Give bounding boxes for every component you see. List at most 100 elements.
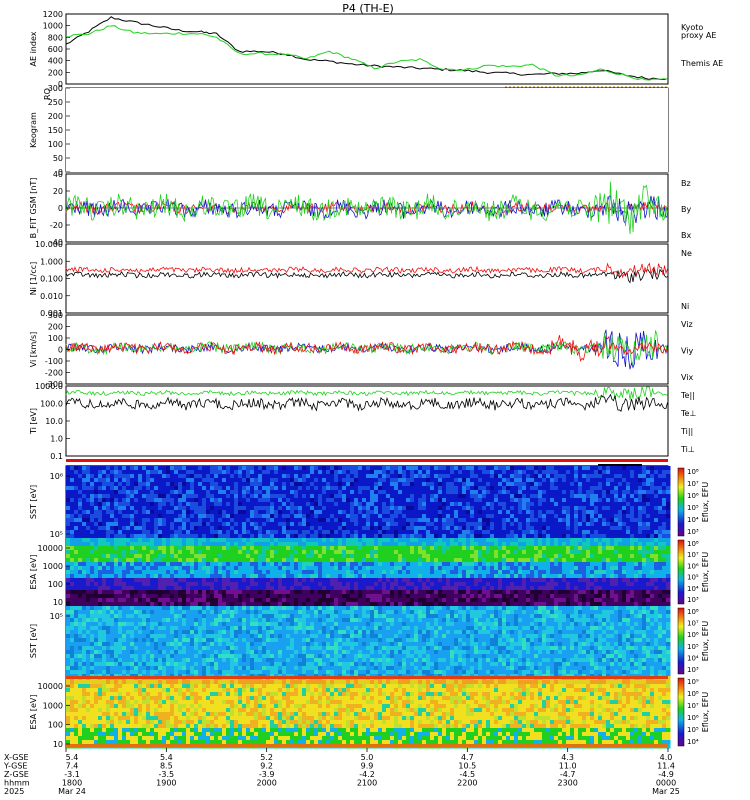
spectrogram-cell bbox=[242, 570, 247, 575]
spectrogram-cell bbox=[618, 490, 623, 495]
spectrogram-cell bbox=[482, 582, 487, 587]
spectrogram-cell bbox=[558, 486, 563, 491]
spectrogram-cell bbox=[562, 522, 567, 527]
spectrogram-cell bbox=[110, 466, 115, 471]
spectrogram-cell bbox=[306, 558, 311, 563]
spectrogram-cell bbox=[474, 598, 479, 603]
spectrogram-cell bbox=[270, 522, 275, 527]
spectrogram-cell bbox=[150, 530, 155, 535]
spectrogram-cell bbox=[570, 598, 575, 603]
spectrogram-cell bbox=[534, 558, 539, 563]
spectrogram-cell bbox=[466, 498, 471, 503]
spectrogram-cell bbox=[570, 538, 575, 543]
spectrogram-cell bbox=[474, 590, 479, 595]
spectrogram-cell bbox=[314, 542, 319, 547]
spectrogram-cell bbox=[170, 574, 175, 579]
spectrogram-cell bbox=[222, 590, 227, 595]
spectrogram-cell bbox=[254, 530, 259, 535]
spectrogram-cell bbox=[654, 486, 659, 491]
spectrogram-cell bbox=[402, 554, 407, 559]
spectrogram-cell bbox=[502, 566, 507, 571]
spectrogram-cell bbox=[550, 466, 555, 471]
spectrogram-cell bbox=[426, 602, 431, 607]
spectrogram-cell bbox=[422, 546, 427, 551]
spectrogram-cell bbox=[306, 578, 311, 583]
spectrogram-cell bbox=[526, 530, 531, 535]
spectrogram-cell bbox=[478, 566, 483, 571]
spectrogram-cell bbox=[518, 570, 523, 575]
spectrogram-cell bbox=[370, 590, 375, 595]
spectrogram-cell bbox=[226, 594, 231, 599]
spectrogram-cell bbox=[298, 562, 303, 567]
spectrogram-cell bbox=[626, 510, 631, 515]
spectrogram-cell bbox=[502, 574, 507, 579]
spectrogram-cell bbox=[198, 490, 203, 495]
spectrogram-cell bbox=[382, 502, 387, 507]
spectrogram-cell bbox=[98, 542, 103, 547]
spectrogram-cell bbox=[210, 510, 215, 515]
spectrogram-cell bbox=[210, 530, 215, 535]
spectrogram-cell bbox=[402, 542, 407, 547]
spectrogram-cell bbox=[582, 554, 587, 559]
spectrogram-cell bbox=[382, 586, 387, 591]
spectrogram-cell bbox=[182, 466, 187, 471]
spectrogram-cell bbox=[306, 494, 311, 499]
spectrogram-cell bbox=[98, 598, 103, 603]
spectrogram-cell bbox=[666, 486, 671, 491]
spectrogram-cell bbox=[158, 506, 163, 511]
spectrogram-cell bbox=[86, 502, 91, 507]
spectrogram-cell bbox=[74, 542, 79, 547]
spectrogram-cell bbox=[278, 466, 283, 471]
spectrogram-cell bbox=[450, 506, 455, 511]
spectrogram-cell bbox=[434, 574, 439, 579]
spectrogram-cell bbox=[446, 566, 451, 571]
spectrogram-cell bbox=[522, 466, 527, 471]
spectrogram-cell bbox=[186, 570, 191, 575]
spectrogram-cell bbox=[230, 510, 235, 515]
spectrogram-cell bbox=[94, 538, 99, 543]
spectrogram-cell bbox=[414, 562, 419, 567]
spectrogram-cell bbox=[602, 494, 607, 499]
spectrogram-cell bbox=[538, 466, 543, 471]
spectrogram-cell bbox=[430, 466, 435, 471]
spectrogram-cell bbox=[282, 574, 287, 579]
spectrogram-cell bbox=[526, 598, 531, 603]
spectrogram-cell bbox=[570, 602, 575, 607]
spectrogram-cell bbox=[214, 502, 219, 507]
spectrogram-cell bbox=[294, 586, 299, 591]
spectrogram-cell bbox=[298, 586, 303, 591]
spectrogram-cell bbox=[430, 554, 435, 559]
spectrogram-cell bbox=[442, 466, 447, 471]
spectrogram-cell bbox=[286, 574, 291, 579]
spectrogram-cell bbox=[278, 574, 283, 579]
spectrogram-cell bbox=[590, 598, 595, 603]
spectrogram-cell bbox=[258, 582, 263, 587]
spectrogram-cell bbox=[382, 582, 387, 587]
spectrogram-cell bbox=[98, 502, 103, 507]
spectrogram-cell bbox=[270, 598, 275, 603]
spectrogram-cell bbox=[118, 546, 123, 551]
spectrogram-cell bbox=[130, 470, 135, 475]
spectrogram-cell bbox=[462, 530, 467, 535]
spectrogram-cell bbox=[446, 550, 451, 555]
spectrogram-cell bbox=[310, 474, 315, 479]
spectrogram-cell bbox=[226, 526, 231, 531]
spectrogram-cell bbox=[302, 578, 307, 583]
spectrogram-cell bbox=[326, 578, 331, 583]
spectrogram-cell bbox=[546, 530, 551, 535]
spectrogram-cell bbox=[182, 582, 187, 587]
spectrogram-cell bbox=[454, 566, 459, 571]
spectrogram-cell bbox=[410, 598, 415, 603]
spectrogram-cell bbox=[314, 522, 319, 527]
spectrogram-cell bbox=[350, 554, 355, 559]
spectrogram-cell bbox=[198, 598, 203, 603]
spectrogram-cell bbox=[502, 530, 507, 535]
spectrogram-cell bbox=[530, 530, 535, 535]
spectrogram-cell bbox=[406, 526, 411, 531]
spectrogram-cell bbox=[558, 566, 563, 571]
spectrogram-cell bbox=[182, 554, 187, 559]
spectrogram-cell bbox=[562, 598, 567, 603]
spectrogram-cell bbox=[426, 594, 431, 599]
spectrogram-cell bbox=[518, 550, 523, 555]
spectrogram-cell bbox=[354, 582, 359, 587]
